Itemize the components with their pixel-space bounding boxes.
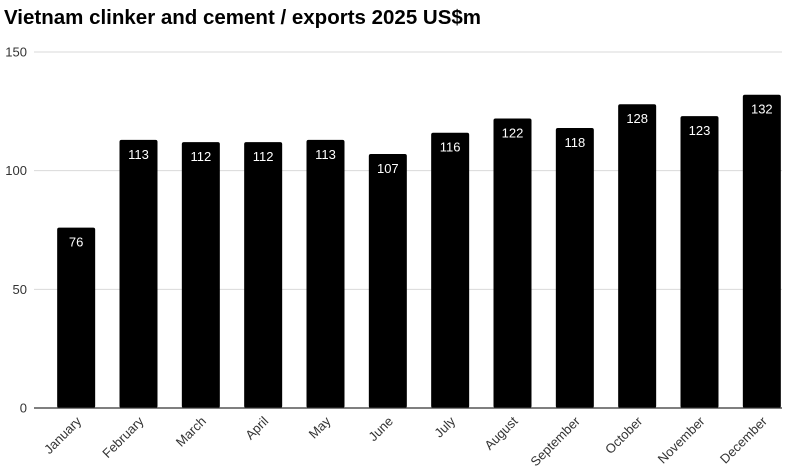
bar-october	[618, 104, 657, 409]
bars	[57, 94, 781, 409]
data-label: 122	[502, 125, 524, 140]
y-tick-label: 0	[20, 401, 27, 416]
bar-september	[555, 127, 594, 409]
data-label: 112	[253, 149, 274, 164]
x-tick-label: November	[655, 413, 708, 466]
data-label: 123	[689, 123, 711, 138]
bar-march	[181, 142, 220, 409]
x-tick-label: September	[527, 413, 583, 469]
bar-february	[119, 139, 158, 408]
x-tick-label: January	[41, 413, 85, 457]
bar-december	[742, 94, 781, 408]
x-tick-label: July	[431, 413, 458, 440]
x-tick-label: March	[173, 414, 209, 450]
x-tick-label: April	[242, 413, 271, 442]
chart-title: Vietnam clinker and cement / exports 202…	[4, 6, 482, 29]
x-axis-ticks: January February March April May June July Augu…	[41, 413, 770, 469]
data-label: 112	[190, 149, 211, 164]
data-labels: 76 113 112 112 113 107 116 122 118 128 123 132	[69, 102, 773, 250]
x-tick-label: May	[306, 413, 334, 441]
x-tick-label: October	[602, 413, 646, 457]
data-label: 76	[69, 235, 83, 250]
data-label: 116	[440, 140, 461, 155]
x-tick-label: February	[99, 413, 147, 461]
bar-november	[680, 116, 719, 408]
x-tick-label: June	[365, 414, 396, 445]
data-label: 113	[315, 147, 336, 162]
gridlines	[34, 51, 782, 290]
bar-july	[431, 132, 470, 408]
bar-august	[493, 118, 532, 408]
data-label: 113	[128, 147, 149, 162]
y-tick-label: 150	[5, 45, 27, 60]
x-tick-label: August	[481, 413, 520, 452]
y-tick-label: 50	[13, 282, 27, 297]
x-tick-label: December	[717, 413, 770, 466]
bar-january	[57, 227, 96, 408]
y-axis-ticks: 0 50 100 150	[5, 45, 27, 416]
data-label: 132	[751, 102, 773, 117]
bar-april	[244, 142, 283, 409]
bar-may	[306, 139, 345, 408]
data-label: 107	[377, 161, 399, 176]
data-label: 118	[564, 135, 585, 150]
data-label: 128	[626, 111, 648, 126]
y-tick-label: 100	[5, 163, 27, 178]
bar-june	[368, 154, 407, 408]
